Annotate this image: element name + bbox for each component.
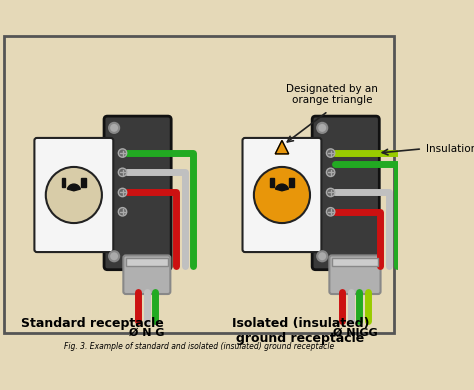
Circle shape	[327, 168, 335, 177]
Text: Ø NIGG: Ø NIGG	[333, 328, 377, 338]
Bar	[81, 178, 86, 188]
Bar	[289, 178, 294, 188]
Bar	[62, 178, 65, 188]
FancyBboxPatch shape	[35, 138, 113, 252]
Circle shape	[109, 123, 119, 133]
Polygon shape	[275, 140, 289, 154]
Text: Ø N G: Ø N G	[129, 328, 164, 338]
Circle shape	[118, 188, 127, 197]
Circle shape	[118, 207, 127, 216]
Text: Designated by an
orange triangle: Designated by an orange triangle	[286, 83, 378, 105]
Bar	[332, 258, 378, 266]
Circle shape	[317, 123, 327, 133]
Wedge shape	[275, 184, 289, 191]
Bar	[270, 178, 273, 188]
Circle shape	[327, 207, 335, 216]
FancyBboxPatch shape	[243, 138, 321, 252]
Circle shape	[109, 251, 119, 261]
Text: Standard receptacle: Standard receptacle	[21, 317, 164, 330]
Circle shape	[254, 167, 310, 223]
FancyBboxPatch shape	[123, 255, 170, 294]
Bar	[126, 258, 168, 266]
Text: Fig. 3. Example of standard and isolated (insulated) ground receptacle: Fig. 3. Example of standard and isolated…	[64, 342, 334, 351]
Text: Insulation: Insulation	[426, 144, 474, 154]
Circle shape	[46, 167, 102, 223]
Circle shape	[118, 149, 127, 157]
Text: Isolated (insulated)
ground receptacle: Isolated (insulated) ground receptacle	[232, 317, 369, 345]
Circle shape	[317, 251, 327, 261]
FancyBboxPatch shape	[312, 116, 379, 269]
Circle shape	[118, 168, 127, 177]
FancyBboxPatch shape	[329, 255, 381, 294]
Wedge shape	[67, 184, 80, 191]
Circle shape	[327, 149, 335, 157]
FancyBboxPatch shape	[104, 116, 171, 269]
Circle shape	[327, 188, 335, 197]
